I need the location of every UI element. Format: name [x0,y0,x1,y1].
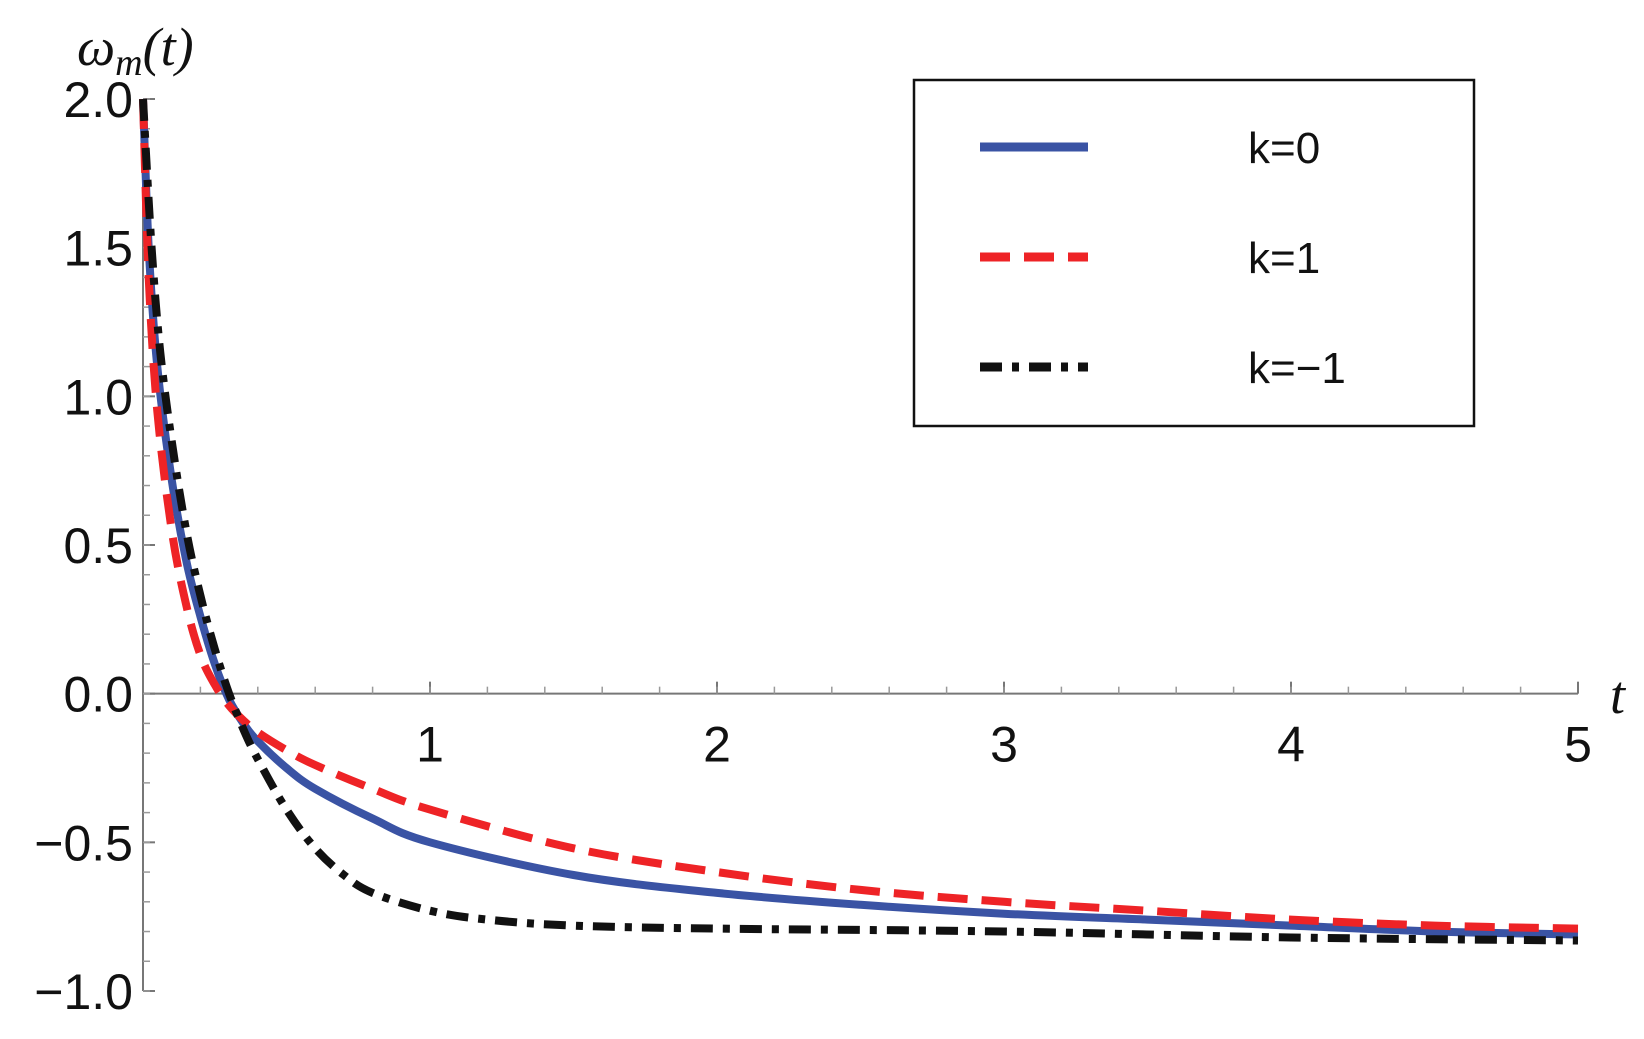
legend-label-2: k=1 [1248,234,1320,283]
x-tick-label: 1 [416,717,444,773]
y-axis-title-symbol: ω [77,17,115,77]
y-tick-label: 0.5 [63,518,133,574]
legend-items: k=0 k=1 k=−1 [980,124,1346,393]
y-tick-label: 1.5 [63,221,133,277]
legend-label-1: k=0 [1248,124,1320,173]
x-tick-label: 3 [990,717,1018,773]
y-axis-title: ωm(t) [77,17,194,84]
series-line-1 [139,98,1579,939]
series-layer [139,98,1579,945]
x-ticks: 1 2 3 4 5 [199,681,1592,773]
x-tick-label: 2 [703,717,731,773]
y-tick-label: 2.0 [63,72,133,128]
y-tick-label: −0.5 [34,815,133,871]
y-ticks: −1.0 −0.5 0.0 0.5 1.0 1.5 2.0 [34,72,155,1020]
y-axis-title-subscript: m [115,42,142,84]
x-axis-title: t [1610,665,1627,725]
series-line-3 [139,98,1579,945]
x-tick-label: 4 [1277,717,1305,773]
y-tick-label: 1.0 [63,369,133,425]
y-axis-title-tail: (t) [143,17,194,77]
y-tick-label: −1.0 [34,964,133,1020]
legend-label-3: k=−1 [1248,344,1346,393]
axes: −1.0 −0.5 0.0 0.5 1.0 1.5 2.0 1 2 3 4 5 [34,72,1592,1020]
y-tick-label: 0.0 [63,667,133,723]
x-tick-label: 5 [1564,717,1592,773]
series-line-2 [139,98,1579,933]
legend: k=0 k=1 k=−1 [912,78,1476,428]
